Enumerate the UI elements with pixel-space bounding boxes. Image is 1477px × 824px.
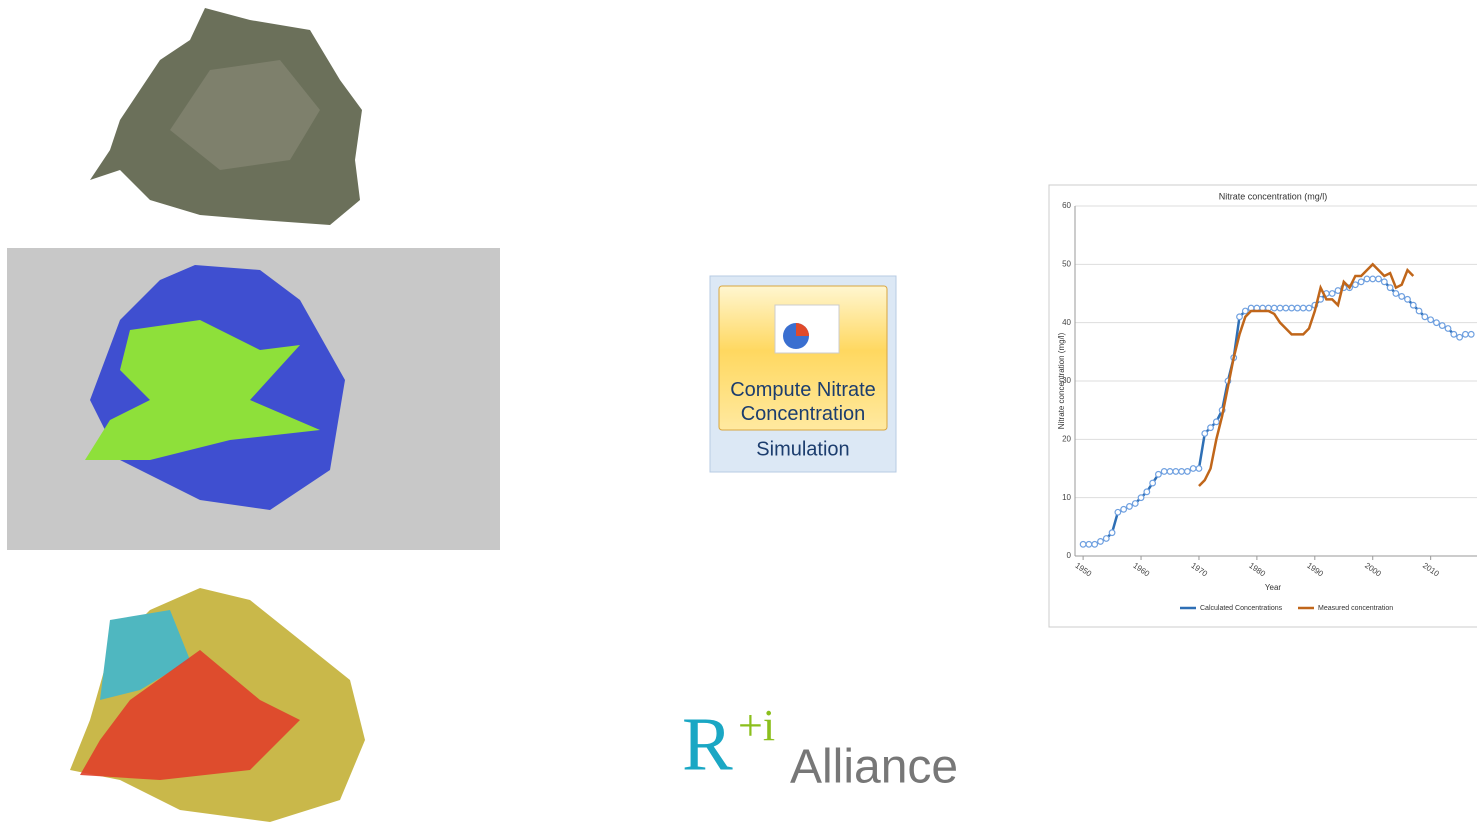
series-marker bbox=[1409, 301, 1417, 309]
y-tick-label: 0 bbox=[1067, 551, 1072, 560]
simulation-button[interactable]: Compute Nitrate Concentration Simulation bbox=[709, 275, 897, 473]
y-tick-label: 50 bbox=[1062, 259, 1071, 268]
series-marker bbox=[1404, 295, 1411, 303]
series-marker bbox=[1079, 540, 1087, 548]
series-marker bbox=[1467, 330, 1475, 338]
series-marker bbox=[1363, 275, 1371, 283]
series-line bbox=[1198, 262, 1415, 487]
series-marker bbox=[1241, 307, 1249, 315]
series-marker bbox=[1160, 468, 1168, 475]
series-marker bbox=[1427, 316, 1435, 324]
series-marker bbox=[1178, 468, 1185, 475]
x-axis-label: Year bbox=[1265, 583, 1282, 592]
series-marker bbox=[1207, 424, 1214, 432]
chart-title: Nitrate concentration (mg/l) bbox=[1219, 191, 1328, 201]
logo-mark: R bbox=[682, 702, 733, 786]
series-marker bbox=[1108, 529, 1116, 537]
logo-name: Alliance bbox=[790, 741, 958, 794]
logo: R +i Alliance bbox=[682, 701, 958, 794]
series-marker bbox=[1450, 330, 1458, 338]
series-marker bbox=[1085, 540, 1093, 548]
button-icon-slice bbox=[796, 323, 809, 336]
series-marker bbox=[1299, 304, 1307, 312]
satellite-map bbox=[90, 8, 362, 225]
series-marker bbox=[1166, 468, 1174, 475]
series-marker bbox=[1276, 304, 1284, 312]
series-marker bbox=[1375, 275, 1382, 283]
series-marker bbox=[1380, 278, 1388, 286]
series-marker bbox=[1212, 418, 1220, 426]
legend-label: Calculated Concentrations bbox=[1200, 605, 1283, 612]
y-tick-label: 10 bbox=[1062, 493, 1071, 502]
series-marker bbox=[1120, 505, 1128, 513]
series-marker bbox=[1097, 538, 1104, 545]
series-marker bbox=[1091, 540, 1099, 548]
series-marker bbox=[1392, 290, 1400, 297]
chart-frame bbox=[1048, 184, 1477, 628]
y-tick-label: 30 bbox=[1062, 376, 1071, 385]
series-marker bbox=[1102, 535, 1110, 542]
legend-label: Measured concentration bbox=[1318, 605, 1393, 612]
soil-map bbox=[7, 248, 500, 550]
series-marker bbox=[1149, 479, 1157, 487]
series-marker bbox=[1294, 304, 1301, 312]
series-marker bbox=[1126, 503, 1133, 510]
series-marker bbox=[1288, 304, 1296, 312]
series-marker bbox=[1305, 304, 1313, 312]
series-marker bbox=[1328, 290, 1336, 297]
series-marker bbox=[1183, 468, 1191, 475]
y-tick-label: 40 bbox=[1062, 318, 1071, 327]
y-tick-label: 60 bbox=[1062, 201, 1071, 210]
button-label: Compute Nitrate Concentration bbox=[730, 379, 876, 425]
button-group: Simulation bbox=[756, 438, 849, 460]
series-marker bbox=[1351, 281, 1359, 289]
logo-plus: +i bbox=[738, 701, 775, 750]
y-tick-label: 20 bbox=[1062, 434, 1071, 443]
series-marker bbox=[1270, 304, 1278, 312]
series-marker bbox=[1114, 508, 1122, 516]
series-marker bbox=[1282, 304, 1290, 312]
series-marker bbox=[1189, 465, 1197, 472]
series-marker bbox=[1421, 313, 1429, 321]
series-marker bbox=[1369, 275, 1377, 283]
series-marker bbox=[1444, 325, 1452, 332]
series-marker bbox=[1456, 333, 1464, 341]
land-use-map bbox=[70, 588, 365, 822]
series-marker bbox=[1415, 307, 1423, 315]
series-marker bbox=[1357, 278, 1365, 286]
series-marker bbox=[1195, 465, 1203, 472]
series-marker bbox=[1438, 322, 1446, 329]
series-marker bbox=[1462, 330, 1469, 338]
series-marker bbox=[1201, 430, 1209, 437]
series-marker bbox=[1143, 488, 1151, 496]
y-axis-label: Nitrate concentration (mg/l) bbox=[1057, 332, 1066, 429]
series-marker bbox=[1236, 313, 1243, 321]
button-icon bbox=[774, 304, 840, 354]
series-marker bbox=[1172, 468, 1180, 475]
series-marker bbox=[1131, 500, 1139, 507]
series-marker bbox=[1137, 494, 1145, 502]
series-marker bbox=[1433, 319, 1440, 327]
series-marker bbox=[1155, 470, 1162, 478]
series-marker bbox=[1398, 293, 1406, 300]
series-marker bbox=[1386, 284, 1394, 292]
